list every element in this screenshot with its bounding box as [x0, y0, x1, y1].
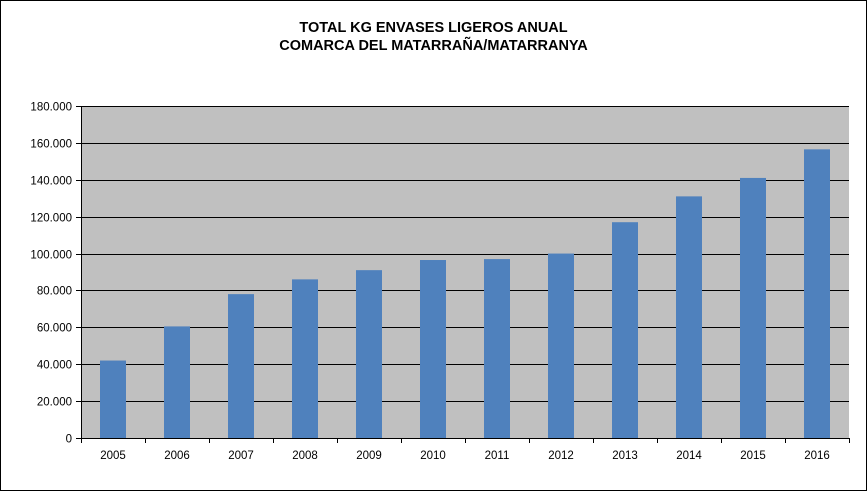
bar-2005: [100, 360, 126, 438]
bar-2013: [612, 222, 638, 438]
y-tick-label: 80.000: [37, 286, 72, 298]
x-tick-label: 2010: [420, 450, 446, 462]
bar-2014: [676, 196, 702, 438]
x-tick-label: 2013: [612, 450, 638, 462]
bar-2012: [548, 253, 574, 438]
x-tick-label: 2009: [356, 450, 382, 462]
y-tick-label: 0: [66, 434, 72, 446]
plot-area: [81, 106, 849, 438]
x-tick-label: 2008: [292, 450, 318, 462]
y-tick-label: 60.000: [37, 323, 72, 335]
y-tick-label: 120.000: [30, 213, 72, 225]
y-tick-label: 160.000: [30, 139, 72, 151]
y-tick-label: 40.000: [37, 360, 72, 372]
bars: [100, 149, 830, 438]
bar-2015: [740, 177, 766, 438]
bar-2010: [420, 260, 446, 438]
x-tick-label: 2006: [164, 450, 190, 462]
x-tick-label: 2015: [740, 450, 766, 462]
x-tick-label: 2016: [804, 450, 830, 462]
axes: [76, 106, 850, 443]
y-tick-label: 100.000: [30, 250, 72, 262]
chart-title-line-2: COMARCA DEL MATARRAÑA/MATARRANYA: [279, 38, 588, 54]
bar-2016: [804, 149, 830, 438]
y-tick-label: 180.000: [30, 102, 72, 114]
bar-2011: [484, 259, 510, 438]
bar-2008: [292, 279, 318, 438]
gridlines: [81, 106, 849, 402]
y-tick-label: 140.000: [30, 176, 72, 188]
x-tick-label: 2011: [485, 450, 510, 462]
y-tick-labels: 0 20.000 40.000 60.000 80.000 100.000 120.000 1…: [30, 102, 72, 446]
bar-2006: [164, 326, 190, 438]
x-tick-label: 2014: [676, 450, 702, 462]
x-tick-labels: 2005 2006 2007 2008 2009 2010 2011 2012 2013 2014…: [100, 450, 830, 462]
x-tick-label: 2012: [548, 450, 574, 462]
x-tick-label: 2005: [100, 450, 126, 462]
y-tick-label: 20.000: [37, 397, 72, 409]
bar-2009: [356, 270, 382, 438]
x-tick-label: 2007: [228, 450, 254, 462]
chart-title-line-1: TOTAL KG ENVASES LIGEROS ANUAL: [299, 20, 568, 36]
bar-2007: [228, 294, 254, 438]
